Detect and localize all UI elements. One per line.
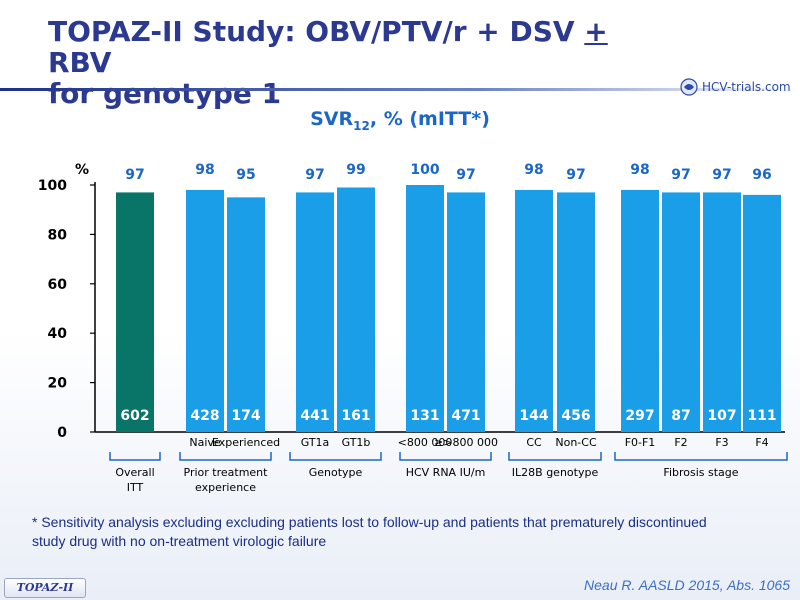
y-tick-label: 100 <box>38 178 67 194</box>
category-label: CC <box>526 436 542 449</box>
category-label: F2 <box>674 436 687 449</box>
bar-n-label: 441 <box>300 408 329 424</box>
logo-text: HCV-trials.com <box>702 80 791 94</box>
bar-n-label: 144 <box>519 408 548 424</box>
bar-n-label: 131 <box>410 408 439 424</box>
bar-value-label: 98 <box>195 162 214 178</box>
title-underline-rule <box>0 88 800 91</box>
bar-value-label: 99 <box>346 162 365 178</box>
group-label: Prior treatment <box>184 466 269 479</box>
bar-value-label: 95 <box>236 167 255 183</box>
category-label: GT1a <box>301 436 330 449</box>
category-label: <800 000 <box>398 436 453 449</box>
group-label: experience <box>195 481 256 494</box>
plus-minus-sign: + <box>584 15 608 48</box>
bar-value-label: 97 <box>305 167 324 183</box>
category-label: F0-F1 <box>625 436 656 449</box>
bar-n-label: 87 <box>671 408 690 424</box>
bar <box>743 194 781 432</box>
bar-n-label: 174 <box>231 408 260 424</box>
category-label: GT1b <box>342 436 371 449</box>
group-label: Genotype <box>309 466 363 479</box>
bar <box>621 189 659 432</box>
bar-value-label: 98 <box>524 162 543 178</box>
y-tick-label: 40 <box>48 326 68 342</box>
group-bracket <box>179 452 272 461</box>
bar-n-label: 456 <box>561 408 590 424</box>
bar <box>447 192 485 432</box>
bar-value-label: 97 <box>566 167 585 183</box>
title-line-1: TOPAZ-II Study: OBV/PTV/r + DSV + RBV <box>48 15 608 79</box>
category-label: Non-CC <box>555 436 597 449</box>
category-label: F3 <box>715 436 728 449</box>
bar <box>406 185 444 432</box>
bar <box>662 192 700 432</box>
category-label: Naive <box>189 436 221 449</box>
y-axis-label: % <box>75 162 89 178</box>
slide-title: TOPAZ-II Study: OBV/PTV/r + DSV + RBV fo… <box>48 16 668 109</box>
hcv-trials-logo[interactable]: HCV-trials.com <box>680 76 791 98</box>
bar-value-label: 97 <box>125 167 144 183</box>
study-badge: TOPAZ-II <box>4 578 86 598</box>
bar-n-label: 471 <box>451 408 480 424</box>
group-bracket <box>508 452 602 461</box>
footnote: * Sensitivity analysis excluding excludi… <box>32 514 707 549</box>
bar-value-label: 97 <box>712 167 731 183</box>
bar-n-label: 602 <box>120 408 149 424</box>
chart-subtitle: SVR12, % (mITT*) <box>310 108 490 133</box>
bar <box>703 192 741 432</box>
bar <box>515 189 553 432</box>
y-tick-label: 80 <box>48 227 68 243</box>
group-bracket <box>614 452 788 461</box>
bar-value-label: 97 <box>671 167 690 183</box>
group-label: Overall <box>115 466 154 479</box>
bar-n-label: 107 <box>707 408 736 424</box>
bar-n-label: 297 <box>625 408 654 424</box>
bar-n-label: 111 <box>747 408 776 424</box>
category-label: ≥>800 000 <box>434 436 498 449</box>
group-label: IL28B genotype <box>512 466 599 479</box>
bar-value-label: 96 <box>752 167 771 183</box>
bar <box>227 197 265 432</box>
group-bracket <box>109 452 161 461</box>
category-label: F4 <box>755 436 768 449</box>
y-tick-label: 20 <box>48 376 68 392</box>
bar <box>296 192 334 432</box>
bar <box>337 187 375 432</box>
bar-value-label: 97 <box>456 167 475 183</box>
y-tick-label: 0 <box>57 425 67 441</box>
group-bracket <box>289 452 382 461</box>
hcv-trials-logo-icon <box>680 78 698 96</box>
bar-n-label: 161 <box>341 408 370 424</box>
group-bracket <box>399 452 492 461</box>
title-line-2: for genotype 1 <box>48 77 282 110</box>
bar-value-label: 100 <box>410 162 439 178</box>
group-label: ITT <box>127 481 144 494</box>
citation: Neau R. AASLD 2015, Abs. 1065 <box>584 577 790 593</box>
bar-value-label: 98 <box>630 162 649 178</box>
bar-n-label: 428 <box>190 408 219 424</box>
group-label: HCV RNA IU/m <box>406 466 486 479</box>
bar <box>186 189 224 432</box>
y-tick-label: 60 <box>48 277 68 293</box>
category-label: Experienced <box>212 436 280 449</box>
group-label: Fibrosis stage <box>663 466 738 479</box>
bar <box>557 192 595 432</box>
bar <box>116 192 154 432</box>
